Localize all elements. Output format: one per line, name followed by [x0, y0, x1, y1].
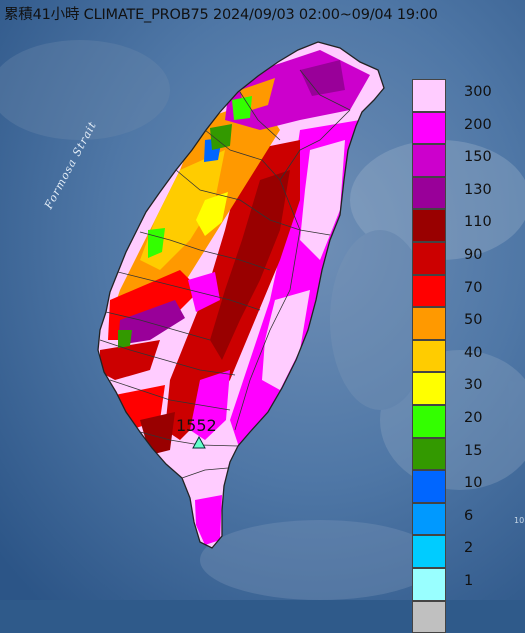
legend-row: 6: [412, 503, 502, 536]
legend-row: 200: [412, 112, 502, 145]
legend-swatch: [412, 144, 446, 177]
legend-label: 70: [464, 280, 482, 296]
legend-swatch: [412, 438, 446, 471]
legend-label: 10: [464, 475, 482, 491]
legend-label: 2: [464, 540, 473, 556]
legend-label: 110: [464, 214, 492, 230]
legend-label: 90: [464, 247, 482, 263]
legend-swatch: [412, 601, 446, 633]
legend-swatch: [412, 275, 446, 308]
legend-swatch: [412, 79, 446, 112]
legend-label: 6: [464, 508, 473, 524]
legend-row: 10: [412, 470, 502, 503]
color-legend: 300 200 150 130 110 90 70 50 40 30 20 15 10 6 2 1: [412, 79, 502, 633]
legend-row: 110: [412, 209, 502, 242]
legend-row: 90: [412, 242, 502, 275]
legend-label: 15: [464, 443, 482, 459]
legend-label: 300: [464, 84, 492, 100]
legend-label: 150: [464, 149, 492, 165]
legend-swatch: [412, 470, 446, 503]
legend-row: [412, 601, 502, 633]
legend-row: 1: [412, 568, 502, 601]
legend-swatch: [412, 242, 446, 275]
map-title: 累積41小時 CLIMATE_PROB75 2024/09/03 02:00~0…: [4, 3, 438, 24]
legend-swatch: [412, 503, 446, 536]
legend-label: 50: [464, 312, 482, 328]
legend-label: 20: [464, 410, 482, 426]
legend-row: 20: [412, 405, 502, 438]
legend-swatch: [412, 372, 446, 405]
legend-row: 300: [412, 79, 502, 112]
legend-swatch: [412, 405, 446, 438]
legend-swatch: [412, 209, 446, 242]
legend-label: 30: [464, 377, 482, 393]
station-label: 1552: [176, 416, 217, 435]
edge-mark: 10: [514, 516, 524, 525]
legend-label: 40: [464, 345, 482, 361]
legend-row: 150: [412, 144, 502, 177]
legend-swatch: [412, 535, 446, 568]
legend-row: 15: [412, 438, 502, 471]
legend-row: 50: [412, 307, 502, 340]
legend-label: 1: [464, 573, 473, 589]
legend-row: 130: [412, 177, 502, 210]
legend-label: 130: [464, 182, 492, 198]
legend-row: 70: [412, 275, 502, 308]
legend-swatch: [412, 340, 446, 373]
legend-swatch: [412, 112, 446, 145]
legend-swatch: [412, 307, 446, 340]
legend-swatch: [412, 177, 446, 210]
legend-swatch: [412, 568, 446, 601]
legend-row: 2: [412, 535, 502, 568]
legend-row: 30: [412, 372, 502, 405]
legend-label: 200: [464, 117, 492, 133]
legend-row: 40: [412, 340, 502, 373]
